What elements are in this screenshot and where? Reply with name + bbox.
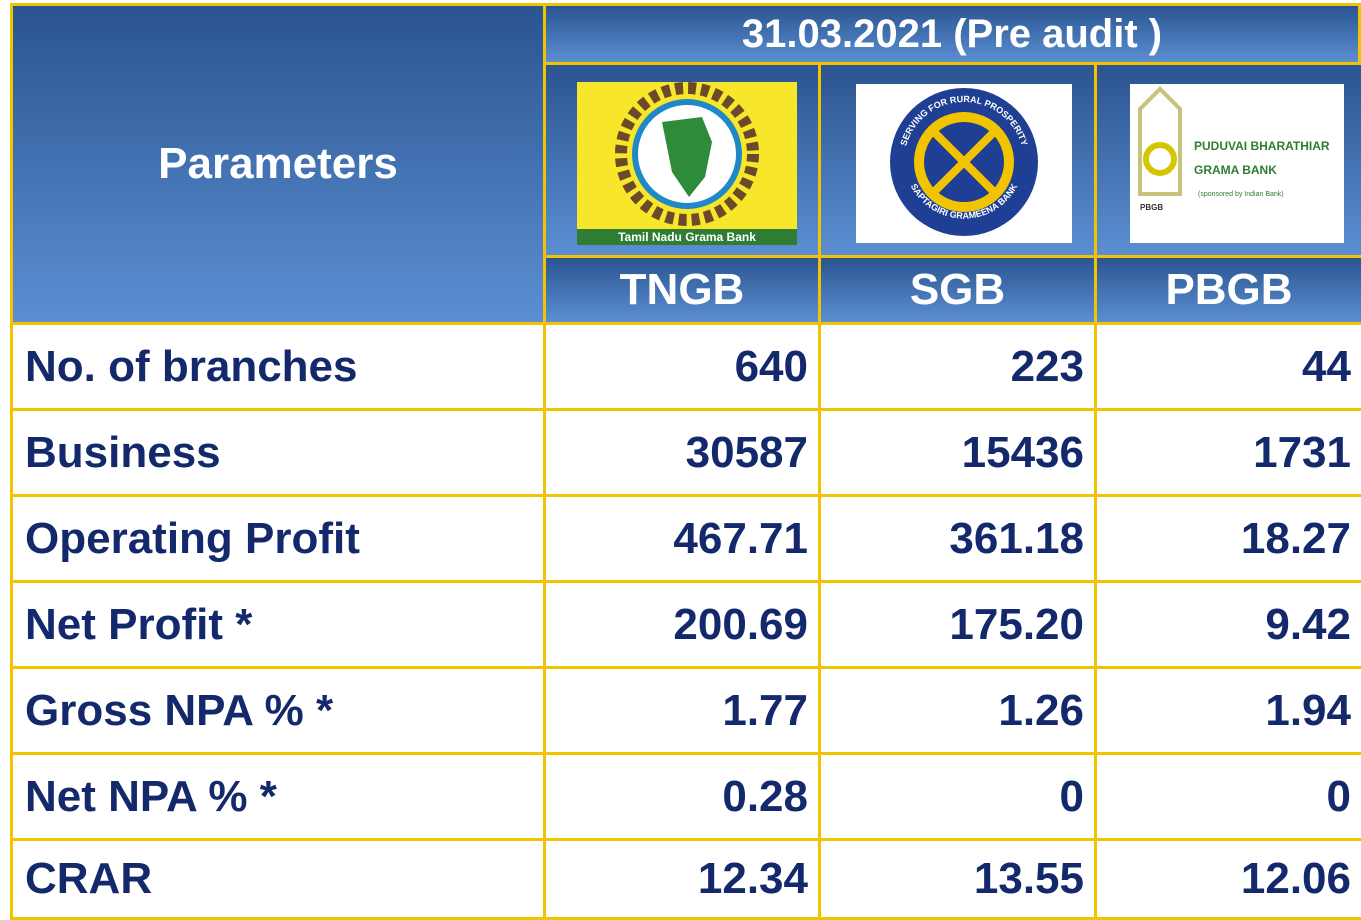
sgb-logo: SERVING FOR RURAL PROSPERITY SAPTAGIRI G… xyxy=(856,84,1072,243)
logo-text: (sponsored by Indian Bank) xyxy=(1198,191,1284,198)
cell-value: 1731 xyxy=(1094,408,1361,497)
cell-value: 44 xyxy=(1094,322,1361,411)
cell-value: 200.69 xyxy=(543,580,821,669)
cell-value: 0 xyxy=(1094,752,1361,841)
cell-value: 361.18 xyxy=(818,494,1097,583)
bank-code: PBGB xyxy=(1094,255,1361,325)
parameters-header: Parameters xyxy=(10,3,546,325)
logo-text: Tamil Nadu Grama Bank xyxy=(618,230,756,244)
logo-text: PBGB xyxy=(1140,203,1163,212)
row-label: Net Profit * xyxy=(10,580,546,669)
cell-value: 1.26 xyxy=(818,666,1097,755)
cell-value: 0.28 xyxy=(543,752,821,841)
cell-value: 223 xyxy=(818,322,1097,411)
row-label: Business xyxy=(10,408,546,497)
period-header: 31.03.2021 (Pre audit ) xyxy=(543,3,1361,65)
pbgb-logo: PUDUVAI BHARATHIAR GRAMA BANK (sponsored… xyxy=(1130,84,1344,243)
cell-value: 9.42 xyxy=(1094,580,1361,669)
row-label: Gross NPA % * xyxy=(10,666,546,755)
logo-text: GRAMA BANK xyxy=(1194,163,1277,177)
cell-value: 1.77 xyxy=(543,666,821,755)
row-label: Net NPA % * xyxy=(10,752,546,841)
cell-value: 0 xyxy=(818,752,1097,841)
cell-value: 175.20 xyxy=(818,580,1097,669)
cell-value: 1.94 xyxy=(1094,666,1361,755)
cell-value: 467.71 xyxy=(543,494,821,583)
cell-value: 30587 xyxy=(543,408,821,497)
row-label: Operating Profit xyxy=(10,494,546,583)
cell-value: 12.34 xyxy=(543,838,821,920)
cell-value: 12.06 xyxy=(1094,838,1361,920)
cell-value: 15436 xyxy=(818,408,1097,497)
cell-value: 13.55 xyxy=(818,838,1097,920)
bank-code: SGB xyxy=(818,255,1097,325)
row-label: CRAR xyxy=(10,838,546,920)
row-label: No. of branches xyxy=(10,322,546,411)
bank-code: TNGB xyxy=(543,255,821,325)
cell-value: 18.27 xyxy=(1094,494,1361,583)
tngb-logo: Tamil Nadu Grama Bank xyxy=(577,82,797,245)
cell-value: 640 xyxy=(543,322,821,411)
logo-text: PUDUVAI BHARATHIAR xyxy=(1194,139,1330,153)
